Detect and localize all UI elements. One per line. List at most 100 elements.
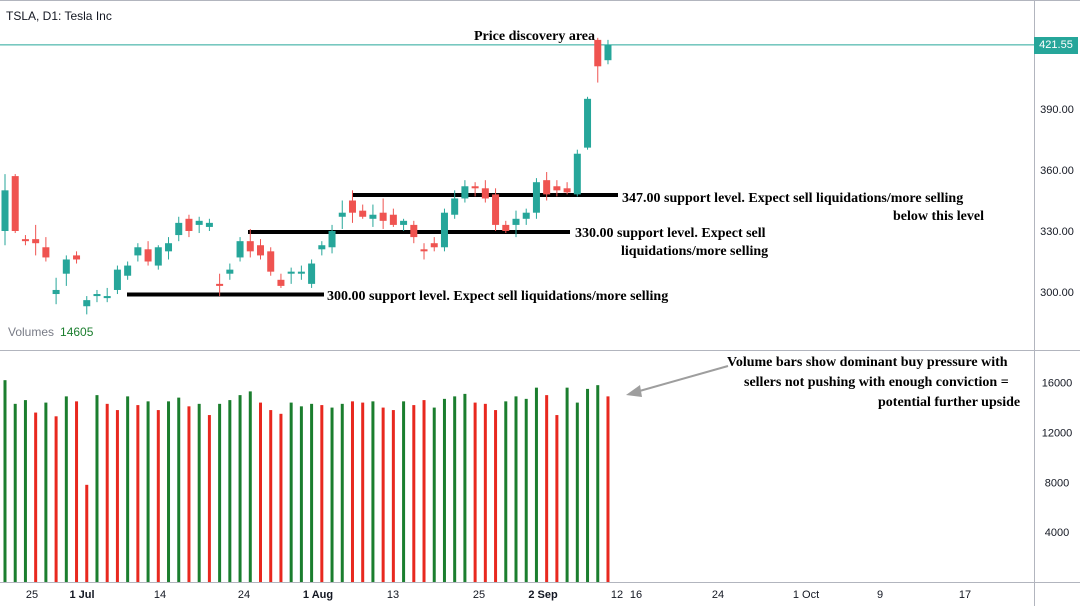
candle: [410, 220, 418, 244]
candle-body: [1, 190, 9, 231]
candle: [502, 220, 510, 234]
price-axis-label: 300.00: [1040, 287, 1074, 299]
candle: [543, 172, 551, 201]
volume-bar: [146, 401, 150, 582]
candle-body: [308, 263, 316, 284]
volume-bar: [524, 398, 528, 582]
volume-bar: [350, 401, 354, 582]
volume-bar: [54, 416, 58, 582]
volume-bar: [545, 395, 549, 582]
candle-body: [410, 224, 418, 238]
time-axis-label: 25: [473, 589, 485, 601]
candle-body: [471, 186, 479, 189]
candle-body: [543, 180, 551, 195]
candle: [21, 235, 29, 246]
candle: [471, 182, 479, 197]
candle: [369, 204, 377, 227]
volume-bar: [85, 484, 89, 582]
volume-bar: [483, 403, 487, 582]
volume-bar: [279, 413, 283, 582]
candle: [584, 96, 592, 150]
current-price-tag: 421.55: [1034, 37, 1078, 54]
volume-bar: [156, 410, 160, 582]
candle: [236, 237, 244, 262]
candle: [62, 255, 70, 286]
candle-body: [297, 271, 305, 274]
volume-bar: [64, 396, 68, 582]
candle-body: [32, 239, 40, 244]
candle-body: [154, 247, 162, 266]
time-axis-label: 17: [959, 589, 971, 601]
volume-bar: [575, 402, 579, 582]
candle: [195, 216, 203, 234]
annotation-support-347-line2: below this level: [893, 209, 984, 224]
candle: [440, 208, 448, 252]
candle-body: [134, 247, 142, 256]
annotation-volume-note-line3: potential further upside: [878, 395, 1021, 410]
volume-bar: [3, 380, 7, 582]
time-axis-label: 9: [877, 589, 883, 601]
price-axis-label: 330.00: [1040, 226, 1074, 238]
candle-body: [584, 98, 592, 148]
candle: [277, 273, 285, 288]
volume-bar: [361, 402, 365, 582]
candle-body: [563, 188, 571, 193]
volume-bar: [115, 410, 119, 582]
volume-bar: [442, 398, 446, 582]
volume-bar: [23, 400, 27, 582]
annotation-price-discovery: Price discovery area: [474, 29, 596, 44]
candle-body: [379, 212, 387, 221]
candle: [348, 190, 356, 223]
candle: [216, 273, 224, 297]
candle: [328, 224, 336, 254]
candle: [512, 210, 520, 238]
candle: [134, 243, 142, 262]
candle-body: [359, 210, 367, 217]
candle: [359, 204, 367, 219]
volume-bar: [187, 406, 191, 582]
candle: [93, 289, 101, 303]
candle: [113, 265, 121, 295]
volume-bar: [606, 396, 610, 582]
candle: [175, 216, 183, 242]
candle: [379, 198, 387, 229]
volume-bar: [494, 410, 498, 582]
candle-body: [369, 214, 377, 219]
candle-body: [216, 283, 224, 286]
volume-bar: [534, 387, 538, 582]
candle-body: [236, 241, 244, 258]
candle: [144, 241, 152, 266]
volume-bar: [136, 405, 140, 582]
volume-bar: [299, 406, 303, 582]
time-axis-label: 12: [611, 589, 623, 601]
volume-bar: [371, 401, 375, 582]
volume-bar: [218, 403, 222, 582]
candle-body: [267, 251, 275, 272]
candle-body: [103, 296, 111, 299]
volume-bar: [289, 402, 293, 582]
candle-body: [62, 259, 70, 274]
volume-bar: [259, 402, 262, 582]
candle: [267, 247, 275, 276]
candle-body: [400, 220, 408, 225]
time-axis-label: 2 Sep: [528, 589, 558, 601]
candle: [165, 237, 173, 260]
annotation-arrow-shaft: [635, 365, 729, 393]
candle: [185, 214, 193, 238]
candle: [73, 251, 81, 264]
candle-body: [93, 294, 101, 297]
annotation-arrow-head: [626, 385, 642, 397]
candle: [604, 39, 612, 65]
time-axis-label: 14: [154, 589, 166, 601]
candle: [11, 174, 19, 234]
candle-body: [11, 176, 19, 231]
volume-bar: [197, 403, 201, 582]
candle: [32, 224, 40, 256]
volume-axis-label: 12000: [1042, 428, 1073, 440]
time-axis-label: 1 Jul: [69, 589, 94, 601]
candle-body: [175, 222, 183, 236]
candle: [594, 37, 602, 83]
volume-bar: [586, 388, 590, 582]
annotation-support-330-line1: 330.00 support level. Expect sell: [575, 226, 766, 241]
time-axis-label: 1 Oct: [793, 589, 819, 601]
